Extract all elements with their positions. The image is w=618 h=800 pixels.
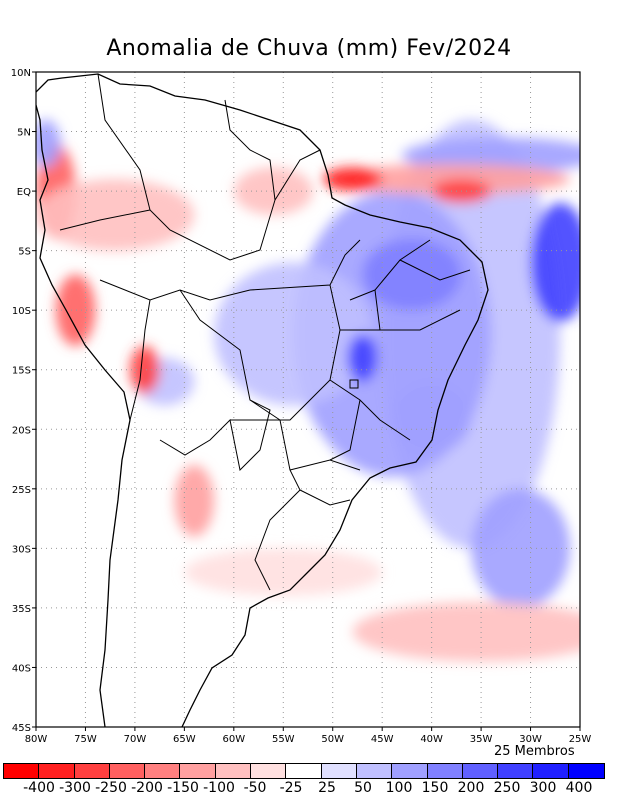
colorbar-swatch xyxy=(4,764,40,778)
colorbar-swatch xyxy=(356,764,393,778)
x-tick-label: 30W xyxy=(519,734,542,745)
colorbar-label: 250 xyxy=(493,780,521,796)
colorbar-label: -100 xyxy=(203,780,235,796)
x-tick-label: 55W xyxy=(272,734,295,745)
colorbar-swatch xyxy=(427,764,463,778)
y-tick-label: 10S xyxy=(12,306,31,317)
colorbar-swatch xyxy=(533,764,569,778)
anomaly-region-6 xyxy=(471,488,571,608)
anomaly-region-13 xyxy=(233,167,313,215)
x-tick-label: 60W xyxy=(223,734,246,745)
brazil-state-borders xyxy=(230,239,471,471)
latitude-axis: 10N 5N EQ 5S 10S 15S 20S 25S 30S 35S 40S 45S xyxy=(11,68,36,734)
y-tick-label: 40S xyxy=(12,663,31,674)
colorbar-label: 300 xyxy=(529,780,557,796)
anomaly-region-21 xyxy=(36,119,61,168)
x-tick-label: 40W xyxy=(420,734,443,745)
colorbar-swatch xyxy=(74,764,110,778)
rainfall-anomaly-map: 80W 75W 70W 65W 60W 55W 50W 45W 40W 35W 30W 25W 10N… xyxy=(11,68,592,745)
colorbar-swatch xyxy=(392,764,428,778)
x-tick-label: 25W xyxy=(569,734,592,745)
colorbar-swatch xyxy=(145,764,181,778)
x-tick-label: 80W xyxy=(25,734,48,745)
gridlines xyxy=(36,72,580,727)
y-tick-label: 10N xyxy=(11,68,31,79)
x-tick-label: 35W xyxy=(470,734,493,745)
colorbar-swatch xyxy=(498,764,534,778)
colorbar-label: -250 xyxy=(95,780,127,796)
y-tick-label: 5S xyxy=(18,247,31,258)
colorbar-label: 25 xyxy=(318,780,336,796)
colorbar-swatch xyxy=(321,764,357,778)
y-tick-label: EQ xyxy=(17,187,31,198)
colorbar-swatch xyxy=(39,764,75,778)
y-tick-label: 15S xyxy=(12,366,31,377)
colorbar-label: 50 xyxy=(354,780,372,796)
members-label: 25 Membros xyxy=(494,744,575,759)
colorbar-swatch xyxy=(286,764,322,778)
anomaly-region-10 xyxy=(332,163,571,195)
anomaly-region-19 xyxy=(352,601,580,662)
colorbar-swatch xyxy=(109,764,146,778)
colorbar-label: -150 xyxy=(167,780,199,796)
y-tick-label: 30S xyxy=(12,544,31,555)
anomaly-region-4 xyxy=(530,203,580,323)
colorbar-swatch xyxy=(462,764,499,778)
anomaly-region-16 xyxy=(129,345,160,394)
y-tick-label: 25S xyxy=(12,485,31,496)
y-tick-label: 20S xyxy=(12,425,31,436)
map-title: Anomalia de Chuva (mm) Fev/2024 xyxy=(106,36,512,61)
colorbar-label: 100 xyxy=(385,780,413,796)
colorbar-swatch xyxy=(215,764,252,778)
colorbar-label: -25 xyxy=(279,780,303,796)
south-america-coastline xyxy=(36,73,489,727)
y-tick-label: 35S xyxy=(12,604,31,615)
colorbar-swatch xyxy=(180,764,216,778)
colorbar-label: 150 xyxy=(421,780,449,796)
x-tick-label: 45W xyxy=(371,734,394,745)
y-tick-label: 45S xyxy=(12,723,31,734)
anomaly-region-2 xyxy=(214,262,373,406)
anomaly-region-3 xyxy=(362,238,462,311)
plot-frame xyxy=(35,71,581,728)
colorbar-label: -300 xyxy=(59,780,91,796)
colorbar xyxy=(3,763,606,779)
x-tick-label: 65W xyxy=(173,734,196,745)
colorbar-label: 200 xyxy=(457,780,485,796)
colorbar-label: -400 xyxy=(23,780,55,796)
x-tick-label: 75W xyxy=(74,734,97,745)
colorbar-swatch xyxy=(568,764,605,778)
colorbar-labels: -400 -300 -250 -200 -150 -100 -50 -25 25 50 100 150… xyxy=(0,780,618,798)
x-tick-label: 70W xyxy=(124,734,147,745)
colorbar-label: -50 xyxy=(243,780,267,796)
country-borders xyxy=(59,73,351,591)
x-tick-label: 50W xyxy=(321,734,344,745)
y-tick-label: 5N xyxy=(17,128,31,139)
colorbar-label: -200 xyxy=(131,780,163,796)
anomaly-field xyxy=(36,119,580,662)
anomaly-region-12 xyxy=(322,167,383,192)
anomaly-region-18 xyxy=(36,179,195,251)
colorbar-swatch xyxy=(251,764,287,778)
colorbar-label: 400 xyxy=(565,780,593,796)
longitude-axis: 80W 75W 70W 65W 60W 55W 50W 45W 40W 35W 30W 25W xyxy=(25,727,592,745)
anomaly-region-17 xyxy=(174,465,215,537)
anomaly-region-8 xyxy=(347,334,378,382)
